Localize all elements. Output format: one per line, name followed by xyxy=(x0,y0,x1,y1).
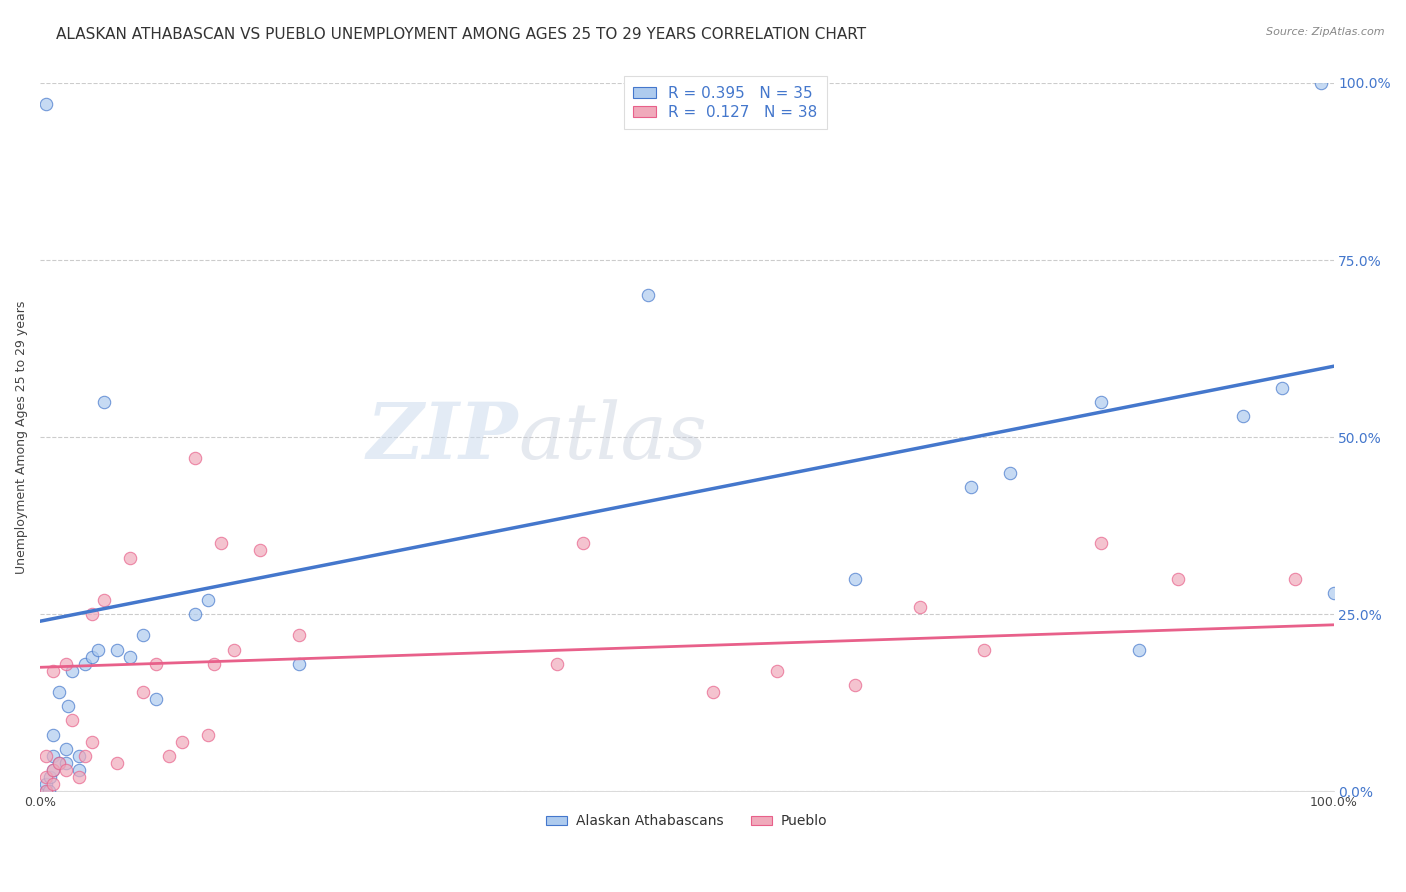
Point xyxy=(702,685,724,699)
Point xyxy=(35,777,58,791)
Point xyxy=(48,756,70,770)
Point xyxy=(55,763,77,777)
Point xyxy=(67,770,90,784)
Point xyxy=(197,593,219,607)
Point xyxy=(132,628,155,642)
Point xyxy=(1271,380,1294,394)
Text: ZIP: ZIP xyxy=(367,399,519,475)
Point xyxy=(572,536,595,550)
Point xyxy=(58,699,80,714)
Point xyxy=(1090,536,1112,550)
Point xyxy=(42,763,65,777)
Point xyxy=(35,784,58,798)
Point xyxy=(1284,572,1306,586)
Point xyxy=(42,763,65,777)
Point xyxy=(75,748,97,763)
Point xyxy=(42,777,65,791)
Point xyxy=(844,678,866,692)
Point xyxy=(93,593,115,607)
Point xyxy=(75,657,97,671)
Point xyxy=(55,741,77,756)
Point xyxy=(35,97,58,112)
Point xyxy=(184,451,207,466)
Legend: Alaskan Athabascans, Pueblo: Alaskan Athabascans, Pueblo xyxy=(541,809,832,834)
Point xyxy=(145,657,167,671)
Point xyxy=(60,664,83,678)
Point xyxy=(120,649,142,664)
Point xyxy=(35,748,58,763)
Point xyxy=(48,685,70,699)
Point xyxy=(1309,76,1331,90)
Point xyxy=(973,642,995,657)
Point xyxy=(960,480,983,494)
Point xyxy=(157,748,180,763)
Point xyxy=(39,770,62,784)
Point xyxy=(1128,642,1150,657)
Point xyxy=(120,550,142,565)
Point xyxy=(107,756,129,770)
Point xyxy=(145,692,167,706)
Point xyxy=(60,714,83,728)
Point xyxy=(184,607,207,622)
Point xyxy=(67,748,90,763)
Point xyxy=(35,784,58,798)
Point xyxy=(197,728,219,742)
Point xyxy=(42,748,65,763)
Point xyxy=(766,664,789,678)
Point xyxy=(42,664,65,678)
Text: atlas: atlas xyxy=(519,399,707,475)
Point xyxy=(80,649,103,664)
Point xyxy=(93,394,115,409)
Point xyxy=(1232,409,1254,423)
Point xyxy=(249,543,271,558)
Point xyxy=(222,642,245,657)
Point xyxy=(80,734,103,748)
Point xyxy=(38,784,60,798)
Point xyxy=(637,288,659,302)
Point xyxy=(172,734,194,748)
Y-axis label: Unemployment Among Ages 25 to 29 years: Unemployment Among Ages 25 to 29 years xyxy=(15,301,28,574)
Point xyxy=(87,642,110,657)
Point xyxy=(1167,572,1189,586)
Point xyxy=(287,657,309,671)
Point xyxy=(42,728,65,742)
Point xyxy=(55,657,77,671)
Point xyxy=(55,756,77,770)
Point xyxy=(67,763,90,777)
Point xyxy=(1090,394,1112,409)
Point xyxy=(204,657,226,671)
Point xyxy=(209,536,232,550)
Point xyxy=(546,657,568,671)
Point xyxy=(998,466,1021,480)
Point xyxy=(844,572,866,586)
Point xyxy=(287,628,309,642)
Text: ALASKAN ATHABASCAN VS PUEBLO UNEMPLOYMENT AMONG AGES 25 TO 29 YEARS CORRELATION : ALASKAN ATHABASCAN VS PUEBLO UNEMPLOYMEN… xyxy=(56,27,866,42)
Point xyxy=(132,685,155,699)
Point xyxy=(107,642,129,657)
Point xyxy=(35,770,58,784)
Text: Source: ZipAtlas.com: Source: ZipAtlas.com xyxy=(1267,27,1385,37)
Point xyxy=(908,600,931,615)
Point xyxy=(80,607,103,622)
Point xyxy=(48,756,70,770)
Point xyxy=(1322,586,1344,600)
